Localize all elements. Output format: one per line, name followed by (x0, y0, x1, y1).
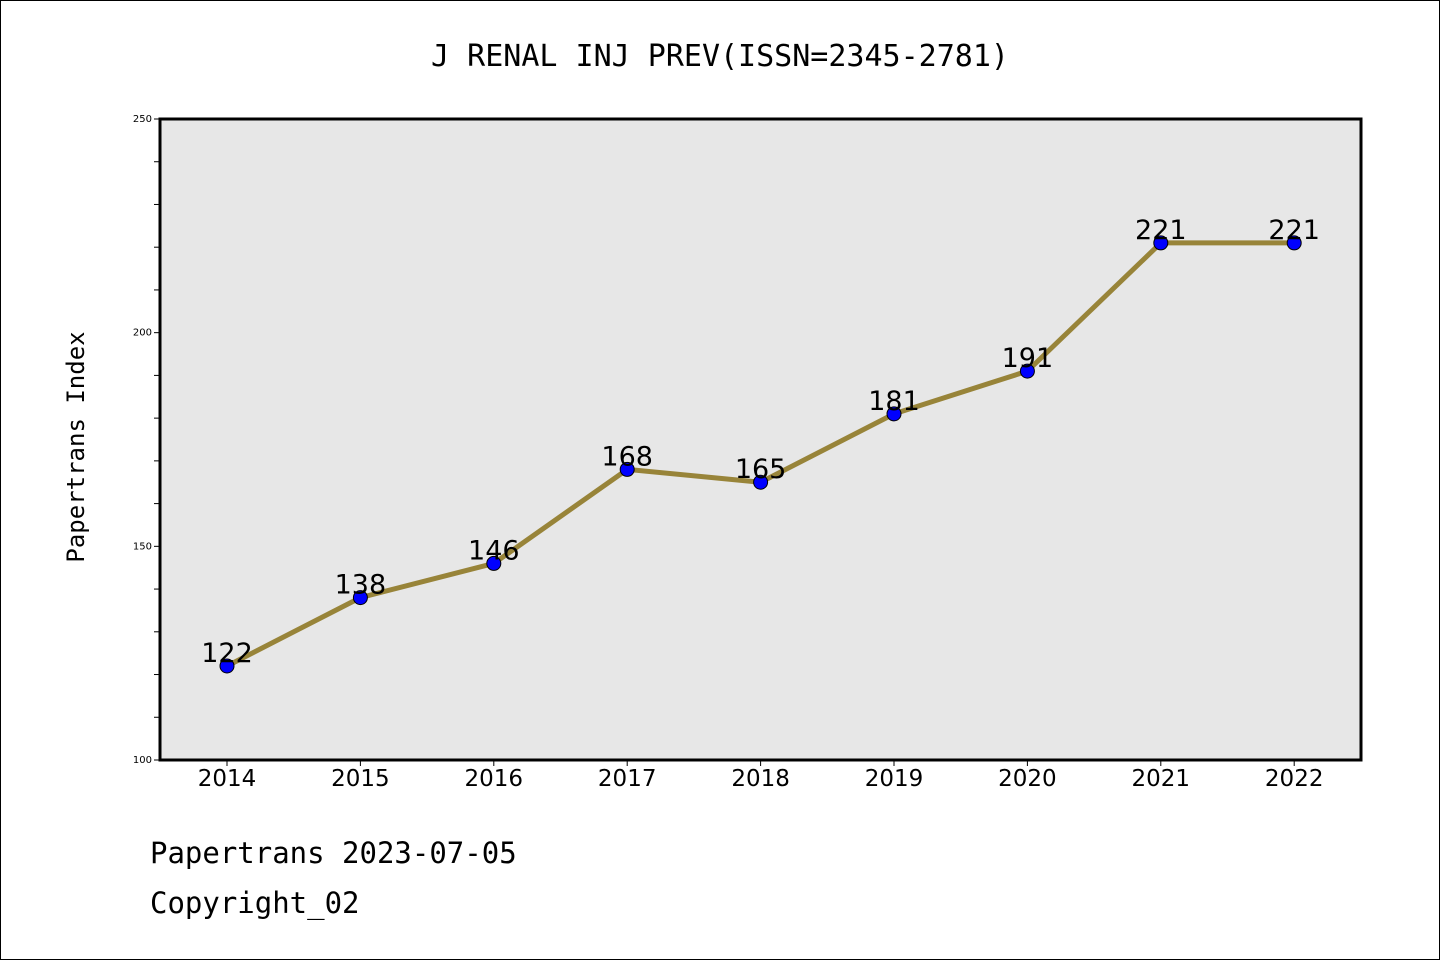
data-point (886, 406, 902, 422)
data-point (1153, 235, 1169, 251)
y-tick-label: 250 (133, 114, 152, 125)
data-label: 168 (601, 441, 653, 472)
x-tick-label: 2020 (998, 766, 1057, 792)
data-point (619, 461, 635, 477)
data-label: 221 (1268, 215, 1320, 246)
footer-copyright: Copyright_02 (150, 886, 360, 920)
data-point (753, 474, 769, 490)
data-label: 221 (1135, 215, 1187, 246)
chart-title: J RENAL INJ PREV(ISSN=2345-2781) (431, 39, 1009, 74)
data-label: 165 (735, 454, 787, 485)
data-point (1019, 363, 1035, 379)
data-labels: 122 138 146 168 165 181 191 221 221 (201, 215, 1320, 669)
y-axis: 100 150 200 250 (133, 114, 160, 766)
x-tick-label: 2016 (465, 766, 524, 792)
y-tick-label: 100 (133, 755, 152, 766)
x-tick-label: 2015 (331, 766, 390, 792)
series-layer (219, 235, 1302, 674)
x-tick-label: 2014 (198, 766, 257, 792)
data-point (1286, 235, 1302, 251)
data-point (219, 658, 235, 674)
x-tick-label: 2017 (598, 766, 657, 792)
data-label: 191 (1002, 343, 1054, 374)
data-point (352, 590, 368, 606)
y-tick-label: 150 (133, 541, 152, 552)
x-tick-label: 2022 (1265, 766, 1324, 792)
data-label: 181 (868, 386, 920, 417)
x-tick-label: 2018 (731, 766, 790, 792)
data-point (486, 555, 502, 571)
data-label: 146 (468, 535, 520, 566)
data-label: 138 (335, 570, 387, 601)
plot-area (158, 117, 1363, 762)
y-tick-label: 200 (133, 328, 152, 339)
x-tick-label: 2019 (865, 766, 924, 792)
x-tick-label: 2021 (1132, 766, 1191, 792)
x-axis: 2014 2015 2016 2017 2018 2019 2020 2021 2022 (198, 760, 1324, 792)
y-axis-label: Papertrans Index (62, 331, 90, 562)
data-label: 122 (201, 638, 253, 669)
footer-source: Papertrans 2023-07-05 (150, 836, 517, 870)
